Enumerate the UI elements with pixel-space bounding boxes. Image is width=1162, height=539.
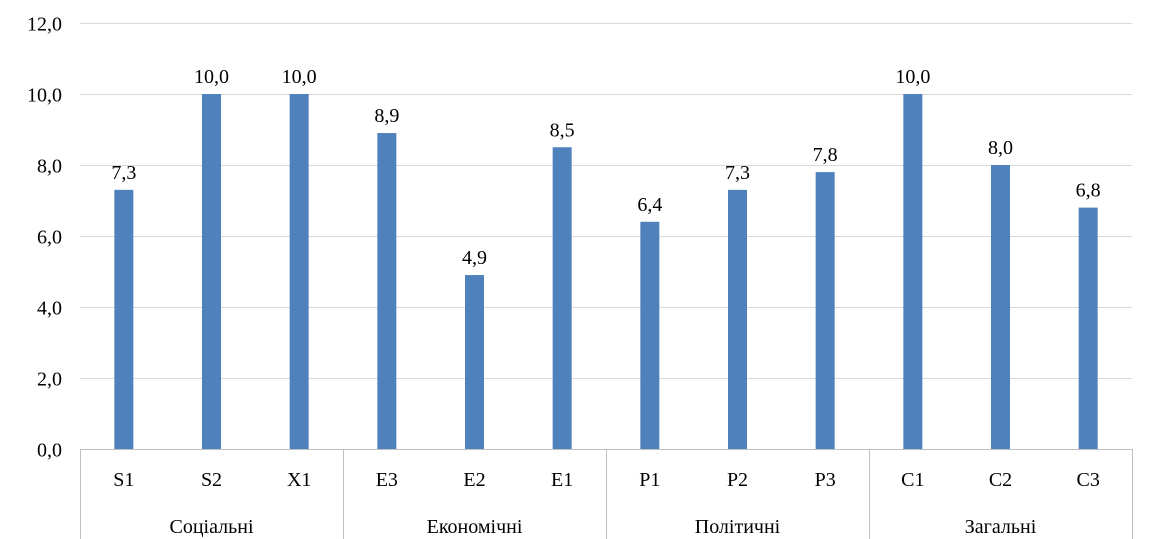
x-tick-label: P3 <box>815 469 836 491</box>
bar <box>465 275 484 449</box>
group-label: Політичні <box>695 516 781 538</box>
x-tick-label: C2 <box>989 469 1012 491</box>
bar <box>1078 207 1098 449</box>
bar <box>114 189 134 449</box>
y-tick-label: 10,0 <box>27 85 62 107</box>
group-label: Економічні <box>427 516 523 538</box>
data-label: 4,9 <box>462 247 487 269</box>
x-tick-label: E3 <box>376 469 398 491</box>
data-labels: 7,3 10,0 10,0 8,9 4,9 8,5 6,4 7,3 7,8 10,0 8,0 6,8 <box>111 66 1100 269</box>
y-axis: 0,0 2,0 4,0 6,0 8,0 10,0 12,0 <box>27 14 62 462</box>
data-label: 10,0 <box>282 66 317 88</box>
data-label: 7,8 <box>813 144 838 166</box>
bar <box>815 172 835 449</box>
bar <box>903 94 923 449</box>
y-tick-label: 0,0 <box>37 440 62 462</box>
bars <box>114 94 1098 450</box>
gridlines <box>80 23 1132 379</box>
x-tick-label: S2 <box>201 469 222 491</box>
bar <box>377 133 397 450</box>
x-tick-label: E1 <box>551 469 573 491</box>
data-label: 6,8 <box>1076 180 1101 202</box>
y-tick-label: 4,0 <box>37 298 62 320</box>
y-tick-label: 6,0 <box>37 227 62 249</box>
bar <box>289 94 309 449</box>
data-label: 8,5 <box>550 119 575 141</box>
group-label: Загальні <box>965 516 1037 538</box>
data-label: 6,4 <box>637 194 662 216</box>
data-label: 10,0 <box>895 66 930 88</box>
x-tick-label: S1 <box>113 469 134 491</box>
x-tick-label: X1 <box>287 469 311 491</box>
y-tick-label: 8,0 <box>37 156 62 178</box>
data-label: 7,3 <box>725 162 750 184</box>
bar <box>202 94 221 449</box>
x-tick-label: C3 <box>1076 469 1099 491</box>
x-tick-label: C1 <box>901 469 924 491</box>
data-label: 7,3 <box>111 162 136 184</box>
bar <box>552 147 572 449</box>
group-label: Соціальні <box>169 516 253 538</box>
bar <box>728 189 747 449</box>
x-axis: S1 S2 X1 E3 E2 E1 P1 P2 P3 C1 C2 C3 Соціальні Економі… <box>80 449 1133 539</box>
bar <box>640 221 660 449</box>
y-tick-label: 12,0 <box>27 14 62 36</box>
x-tick-label: P2 <box>727 469 748 491</box>
data-label: 10,0 <box>194 66 229 88</box>
data-label: 8,9 <box>374 105 399 127</box>
x-tick-label: P1 <box>639 469 660 491</box>
x-tick-label: E2 <box>463 469 485 491</box>
y-tick-label: 2,0 <box>37 369 62 391</box>
bar <box>991 165 1010 449</box>
data-label: 8,0 <box>988 137 1013 159</box>
